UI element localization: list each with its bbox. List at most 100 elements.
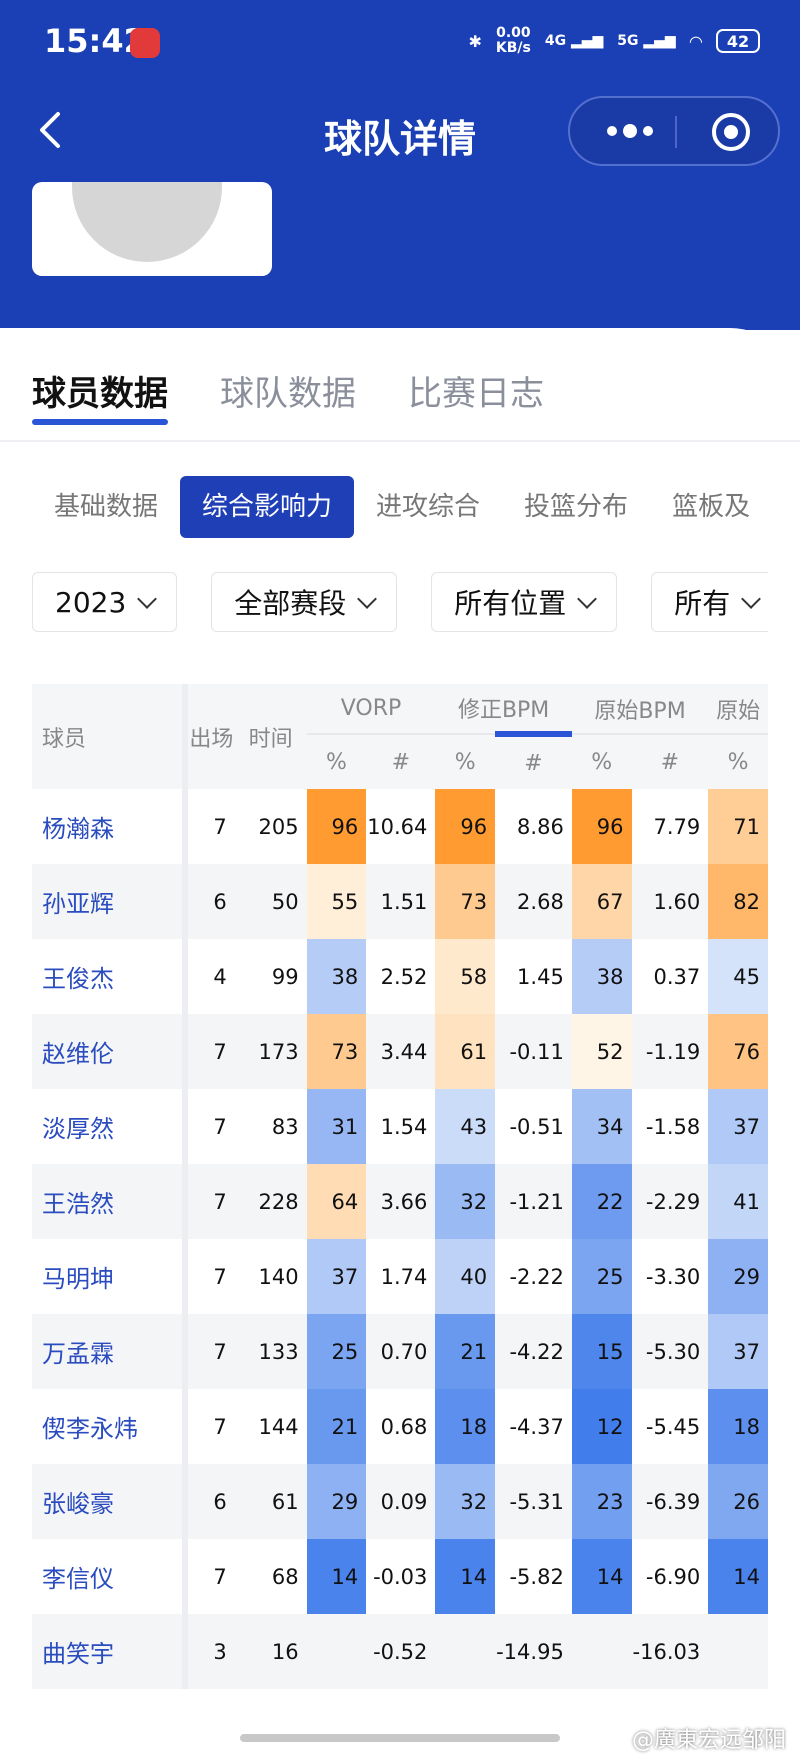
table-cell-r-n: -16.03 <box>631 1614 709 1689</box>
player-name-link[interactable]: 赵维伦 <box>32 1014 188 1089</box>
player-name-link[interactable]: 杨瀚森 <box>32 789 188 864</box>
table-cell-v-n: 0.68 <box>366 1389 436 1464</box>
table-cell-v-p: 96 <box>306 789 367 864</box>
wifi-icon: ◠ <box>689 31 702 51</box>
col-header-minutes[interactable]: 时间 <box>234 684 307 789</box>
chevron-down-icon <box>741 589 762 609</box>
table-cell-v-n: 1.51 <box>366 864 436 939</box>
table-cell-r-n: -5.45 <box>631 1389 709 1464</box>
table-row[interactable]: 曲笑宇 3 16 -0.52 -14.95 -16.03 <box>32 1614 768 1689</box>
tab-game-log[interactable]: 比赛日志 <box>408 374 544 414</box>
player-name-link[interactable]: 马明坤 <box>32 1239 188 1314</box>
table-row[interactable]: 淡厚然 7 83 31 1.54 43 -0.51 34 -1.58 37 <box>32 1089 768 1164</box>
col-header-raw2-pct[interactable]: % <box>708 734 768 789</box>
col-header-adj-num-sorted[interactable]: # <box>495 731 572 789</box>
player-name-link[interactable]: 李信仪 <box>32 1539 188 1614</box>
col-header-raw-num[interactable]: # <box>631 734 709 789</box>
table-body: 杨瀚森 7 205 96 10.64 96 8.86 96 7.79 71 孙亚辉 6 50 55 1.51… <box>32 789 768 1689</box>
table-cell-g: 7 <box>184 1314 235 1389</box>
tab-player-stats[interactable]: 球员数据 <box>32 366 168 425</box>
table-cell-r-n: -5.30 <box>631 1314 709 1389</box>
col-header-adj-pct[interactable]: % <box>435 734 496 789</box>
table-cell-m-p: 32 <box>435 1464 496 1539</box>
subtab-impact[interactable]: 综合影响力 <box>180 476 355 538</box>
group-header-vorp: VORP <box>306 684 436 734</box>
col-header-raw-pct[interactable]: % <box>571 734 632 789</box>
table-cell-g: 6 <box>184 864 235 939</box>
col-header-games[interactable]: 出场 <box>184 684 235 789</box>
player-name-link[interactable]: 偰李永炜 <box>32 1389 188 1464</box>
table-cell-r-n: 0.37 <box>631 939 709 1014</box>
table-cell-r-p: 96 <box>571 789 632 864</box>
table-cell-v-n: 0.70 <box>366 1314 436 1389</box>
table-row[interactable]: 万孟霖 7 133 25 0.70 21 -4.22 15 -5.30 37 <box>32 1314 768 1389</box>
stats-table: 球员 出场 时间 VORP 修正BPM 原始BPM 原始 % # % # % #… <box>32 684 768 1689</box>
other-select[interactable]: 所有 <box>651 572 768 632</box>
table-row[interactable]: 王俊杰 4 99 38 2.52 58 1.45 38 0.37 45 <box>32 939 768 1014</box>
table-cell-r-p: 52 <box>571 1014 632 1089</box>
table-cell-min: 133 <box>234 1314 307 1389</box>
subtab-shooting[interactable]: 投篮分布 <box>524 492 629 522</box>
table-cell-g: 7 <box>184 1239 235 1314</box>
header: 15:42 ✱ 0.00 KB/s 4G ▂▄▆ 5G ▂▄▆ ◠ 42 球队详… <box>0 0 800 330</box>
player-name-link[interactable]: 王浩然 <box>32 1164 188 1239</box>
subtab-offense[interactable]: 进攻综合 <box>376 492 481 522</box>
status-bar: 15:42 ✱ 0.00 KB/s 4G ▂▄▆ 5G ▂▄▆ ◠ 42 <box>0 0 800 90</box>
table-cell-g: 7 <box>184 1389 235 1464</box>
table-cell-r-p: 67 <box>571 864 632 939</box>
player-name-link[interactable]: 曲笑宇 <box>32 1614 188 1689</box>
table-row[interactable]: 李信仪 7 68 14 -0.03 14 -5.82 14 -6.90 14 <box>32 1539 768 1614</box>
back-arrow-icon[interactable] <box>36 110 66 150</box>
player-name-link[interactable]: 张峻豪 <box>32 1464 188 1539</box>
player-name-link[interactable]: 万孟霖 <box>32 1314 188 1389</box>
player-name-link[interactable]: 淡厚然 <box>32 1089 188 1164</box>
player-name-link[interactable]: 王俊杰 <box>32 939 188 1014</box>
col-header-vorp-pct[interactable]: % <box>306 734 367 789</box>
table-cell-g: 4 <box>184 939 235 1014</box>
status-time: 15:42 <box>44 22 146 60</box>
table-cell-m-n: -5.82 <box>495 1539 572 1614</box>
position-select[interactable]: 所有位置 <box>431 572 618 632</box>
stats-table-container[interactable]: 球员 出场 时间 VORP 修正BPM 原始BPM 原始 % # % # % #… <box>32 684 768 1696</box>
table-row[interactable]: 马明坤 7 140 37 1.74 40 -2.22 25 -3.30 29 <box>32 1239 768 1314</box>
table-cell-r-p: 23 <box>571 1464 632 1539</box>
subtab-rebounds[interactable]: 篮板及 <box>672 492 751 522</box>
table-cell-r-p: 14 <box>571 1539 632 1614</box>
table-cell-v-p: 21 <box>306 1389 367 1464</box>
tab-team-stats[interactable]: 球队数据 <box>220 374 356 414</box>
table-row[interactable]: 张峻豪 6 61 29 0.09 32 -5.31 23 -6.39 26 <box>32 1464 768 1539</box>
table-row[interactable]: 杨瀚森 7 205 96 10.64 96 8.86 96 7.79 71 <box>32 789 768 864</box>
table-row[interactable]: 王浩然 7 228 64 3.66 32 -1.21 22 -2.29 41 <box>32 1164 768 1239</box>
table-cell-r-p: 22 <box>571 1164 632 1239</box>
table-row[interactable]: 偰李永炜 7 144 21 0.68 18 -4.37 12 -5.45 18 <box>32 1389 768 1464</box>
table-cell-v-p: 25 <box>306 1314 367 1389</box>
table-cell-v-p: 29 <box>306 1464 367 1539</box>
table-cell-v-n: 0.09 <box>366 1464 436 1539</box>
status-icons: ✱ 0.00 KB/s 4G ▂▄▆ 5G ▂▄▆ ◠ 42 <box>468 26 760 56</box>
table-cell-m-p <box>435 1614 496 1689</box>
table-cell-r-p: 25 <box>571 1239 632 1314</box>
close-target-icon[interactable] <box>710 111 752 153</box>
stage-select[interactable]: 全部赛段 <box>211 572 398 632</box>
table-cell-m-p: 96 <box>435 789 496 864</box>
subtab-basic[interactable]: 基础数据 <box>54 492 159 522</box>
col-header-vorp-num[interactable]: # <box>366 734 436 789</box>
season-select[interactable]: 2023 <box>32 572 178 632</box>
table-row[interactable]: 赵维伦 7 173 73 3.44 61 -0.11 52 -1.19 76 <box>32 1014 768 1089</box>
table-cell-min: 144 <box>234 1389 307 1464</box>
table-cell-v-p: 37 <box>306 1239 367 1314</box>
table-row[interactable]: 孙亚辉 6 50 55 1.51 73 2.68 67 1.60 82 <box>32 864 768 939</box>
table-cell-r-n: -1.19 <box>631 1014 709 1089</box>
app-notification-icon <box>130 28 160 58</box>
more-icon[interactable] <box>600 116 660 146</box>
table-cell-m-p: 73 <box>435 864 496 939</box>
table-cell-v-p: 64 <box>306 1164 367 1239</box>
table-cell-v-n: -0.03 <box>366 1539 436 1614</box>
table-cell-g: 7 <box>184 1089 235 1164</box>
table-cell-m-p: 61 <box>435 1014 496 1089</box>
table-cell-min: 228 <box>234 1164 307 1239</box>
table-cell-v-p: 31 <box>306 1089 367 1164</box>
player-name-link[interactable]: 孙亚辉 <box>32 864 188 939</box>
table-cell-m-p: 40 <box>435 1239 496 1314</box>
table-cell-x-p: 82 <box>708 864 768 939</box>
